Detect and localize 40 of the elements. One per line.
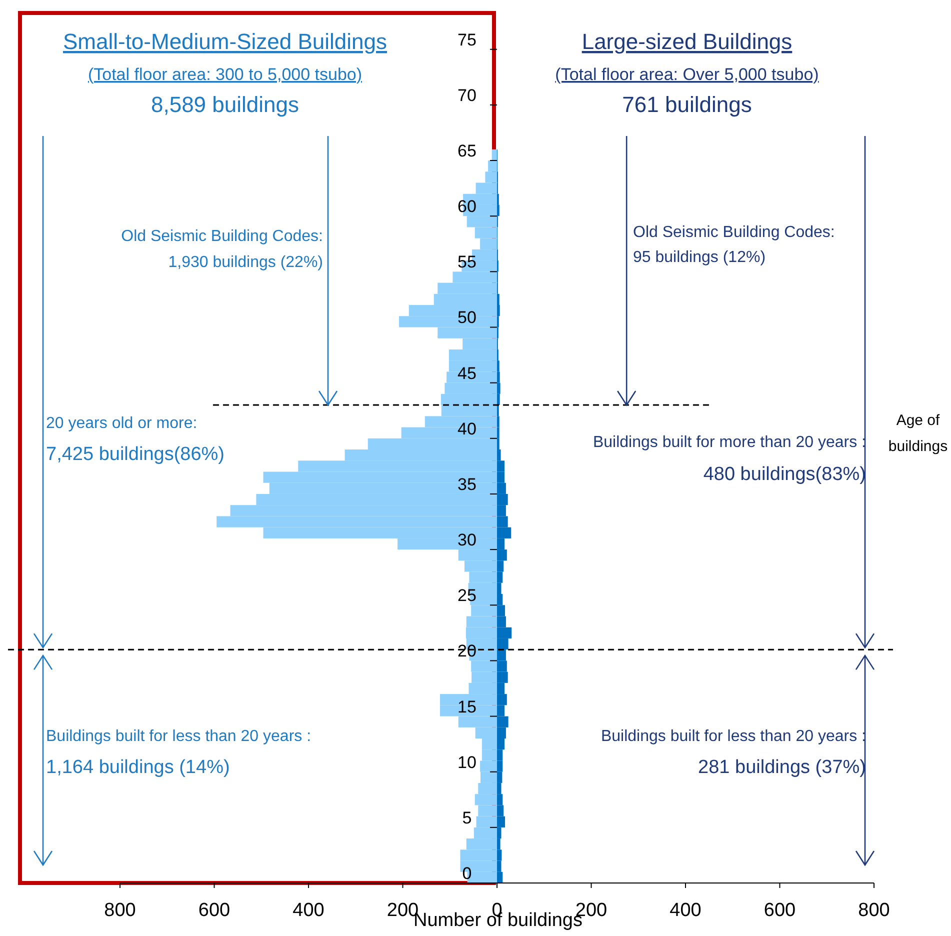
annotation: 480 buildings(83%) (703, 464, 866, 485)
y-tick-label: 70 (458, 86, 476, 105)
y-tick-label: 55 (458, 252, 476, 272)
x-tick-label: 800 (104, 900, 136, 921)
annotation: Small-to-Medium-Sized Buildings (62, 29, 388, 54)
annotation: Old Seismic Building Codes: (633, 224, 835, 241)
annotation: 95 buildings (12%) (633, 249, 766, 266)
annotation: 1,164 buildings (14%) (46, 757, 230, 778)
x-tick-label: 400 (292, 900, 324, 921)
y-tick-label: 25 (458, 586, 476, 606)
annotation: Large-sized Buildings (582, 29, 792, 54)
y-tick-label: 50 (458, 308, 476, 328)
x-tick-label: 800 (858, 900, 890, 921)
y-tick-label: 60 (458, 197, 476, 216)
y-tick-label: 35 (458, 474, 476, 494)
x-tick-label: 600 (764, 900, 796, 921)
y-tick-label: 0 (462, 864, 472, 883)
x-tick-label: 600 (198, 900, 230, 921)
annotation: Old Seismic Building Codes: (121, 228, 323, 245)
annotation: 281 buildings (37%) (698, 757, 866, 778)
annotation: 20 years old or more: (46, 415, 198, 432)
annotation: (Total floor area: 300 to 5,000 tsubo) (88, 65, 362, 84)
annotation: (Total floor area: Over 5,000 tsubo) (555, 65, 819, 84)
y-tick-label: 10 (458, 752, 476, 772)
y-tick-label: 65 (458, 142, 476, 160)
y-axis-title: Age of buildings (888, 412, 948, 455)
y-tick-label: 5 (462, 808, 472, 828)
annotation: 7,425 buildings(86%) (46, 444, 225, 465)
y-tick-label: 45 (458, 364, 476, 383)
y-tick-label: 15 (458, 697, 476, 716)
y-tick-label: 75 (458, 30, 476, 50)
x-tick-label: 400 (670, 900, 702, 921)
annotation: Buildings built for less than 20 years : (46, 728, 312, 745)
annotation: 1,930 buildings (22%) (168, 254, 323, 271)
y-tick-label: 40 (458, 419, 476, 438)
annotation: 761 buildings (622, 92, 752, 117)
annotation: 8,589 buildings (150, 92, 300, 117)
annotation: Buildings built for less than 20 years : (600, 728, 866, 745)
annotation: Buildings built for more than 20 years : (592, 434, 866, 451)
y-tick-label: 30 (458, 530, 476, 550)
